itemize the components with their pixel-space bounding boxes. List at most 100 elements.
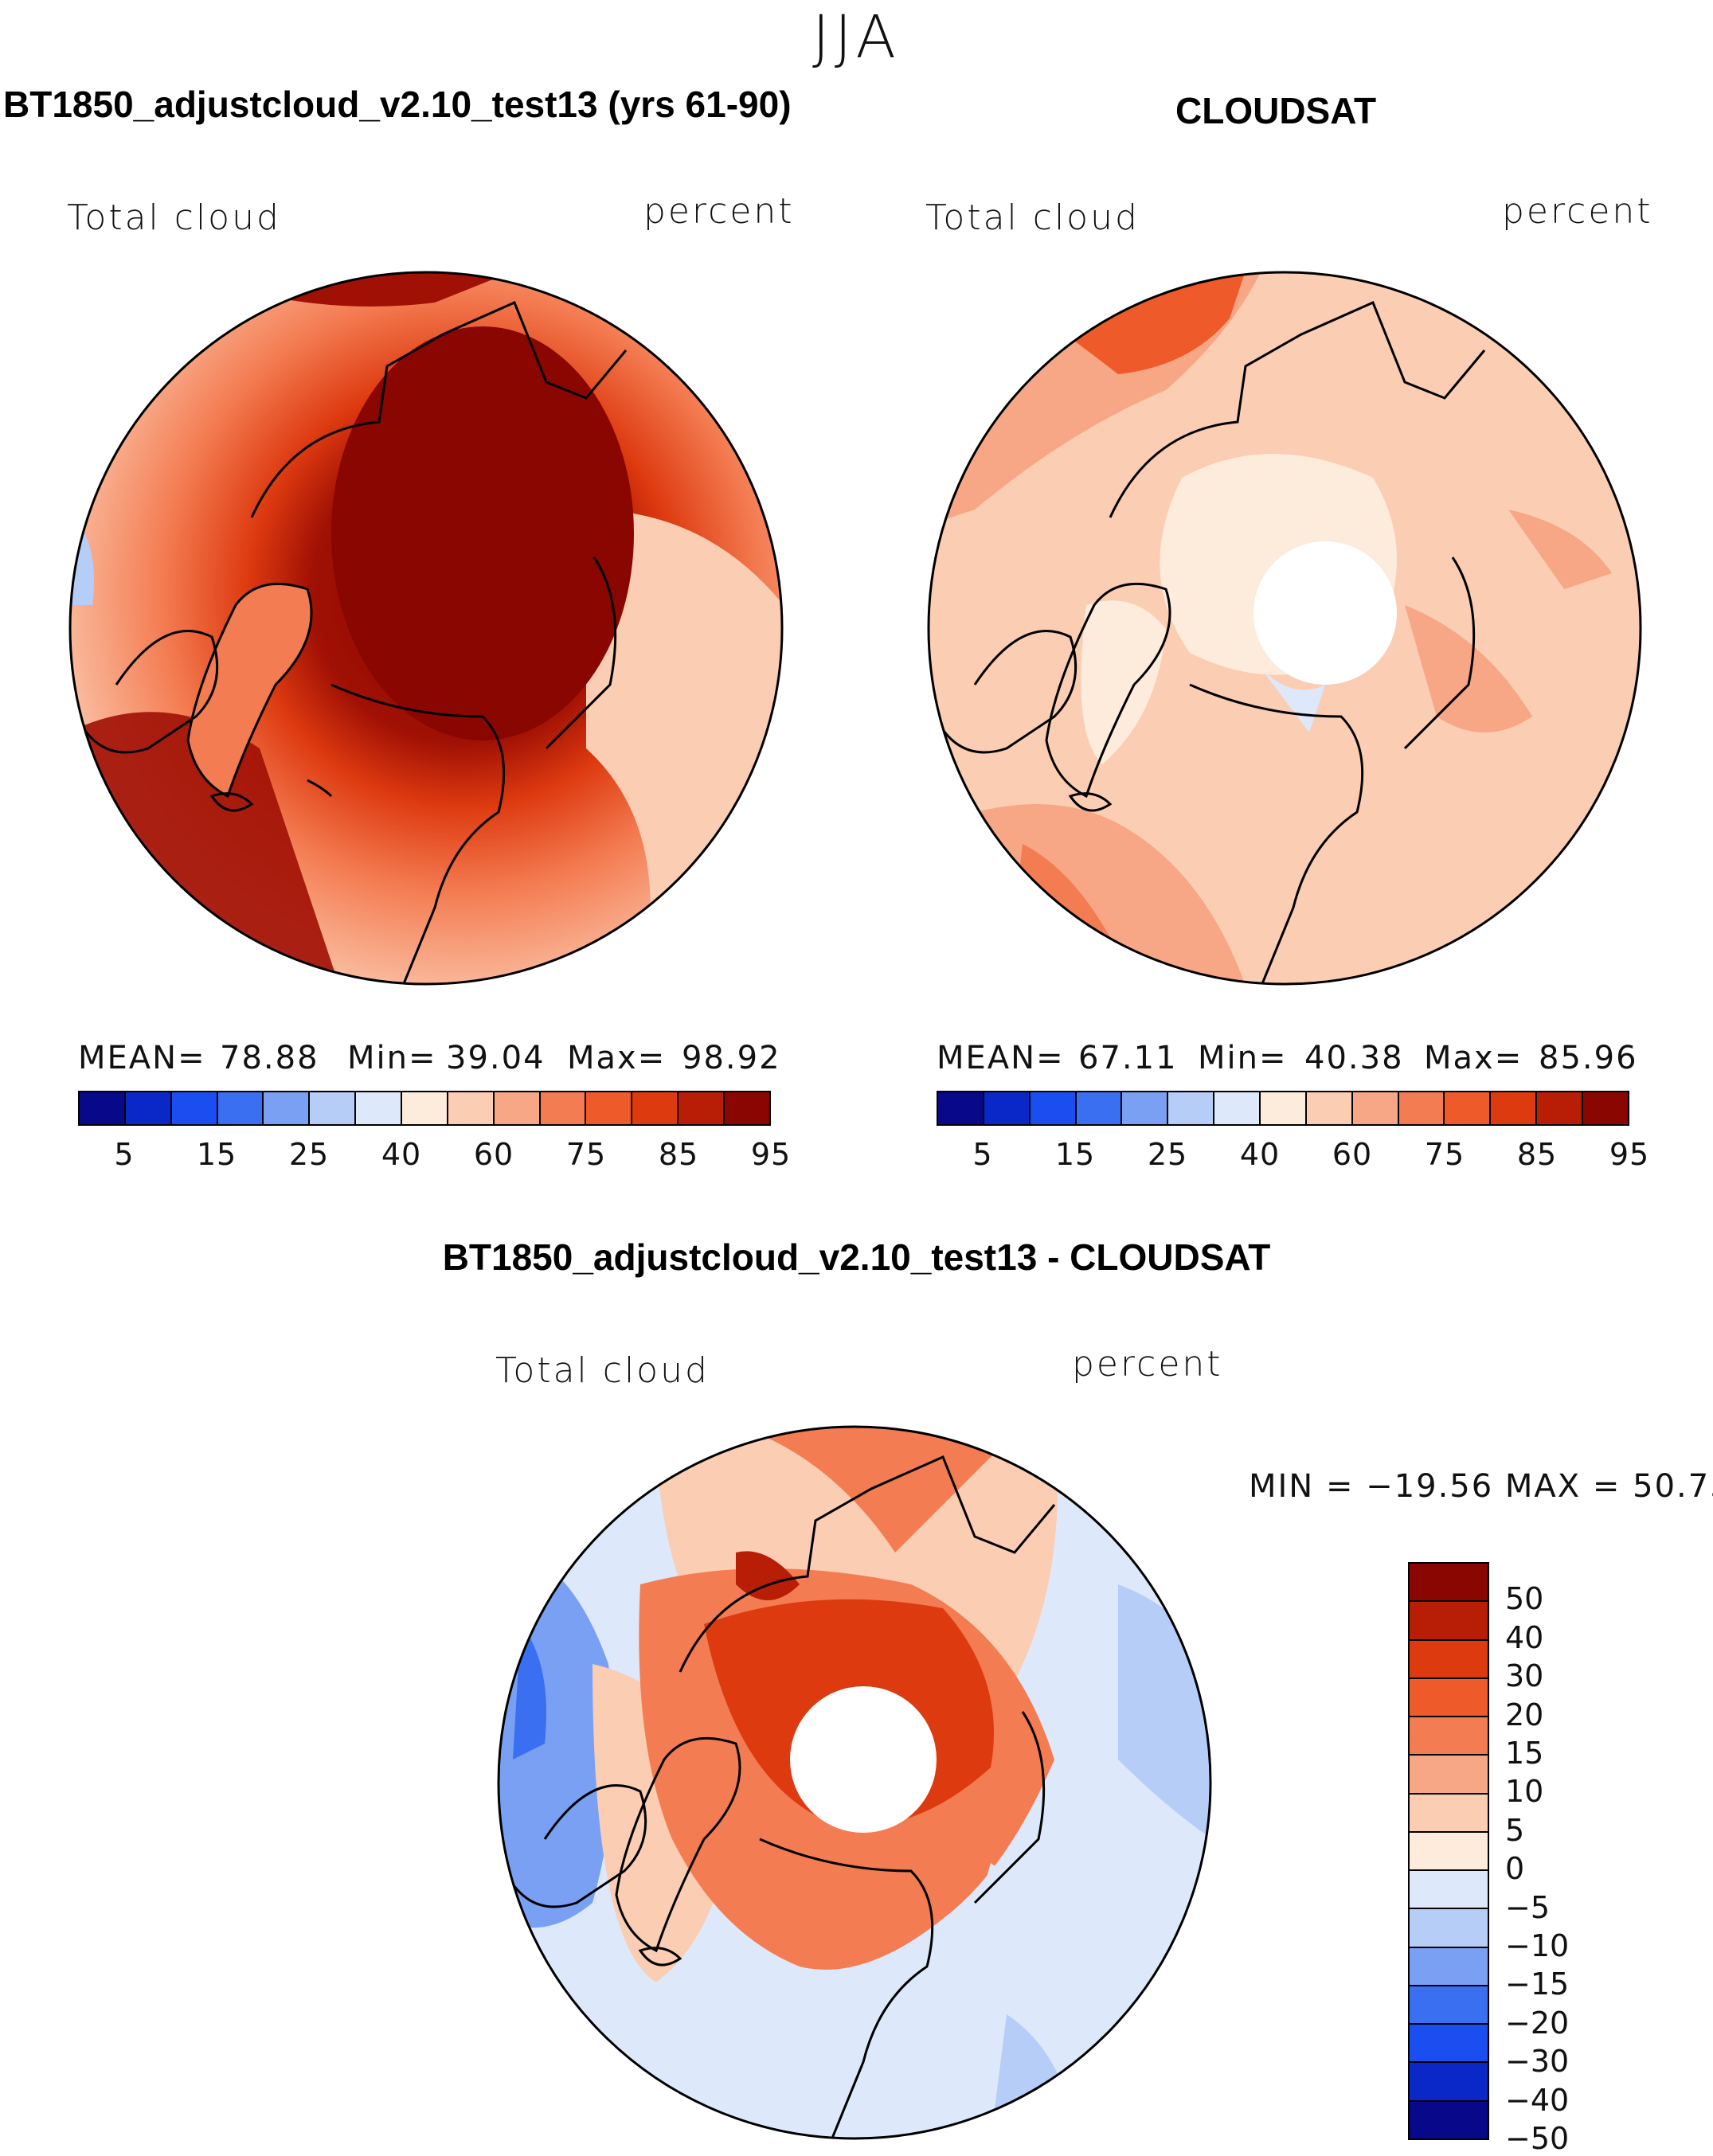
obs-panel-title: CLOUDSAT	[1175, 90, 1377, 131]
colorbar-swatch	[1168, 1092, 1215, 1124]
colorbar-swatch	[356, 1092, 403, 1124]
colorbar-swatch	[1445, 1092, 1492, 1124]
colorbar-tick-label: 85	[1516, 1137, 1558, 1172]
obs-variable-label: Total cloud	[925, 197, 1140, 238]
model-panel-title: BT1850_adjustcloud_v2.10_test13 (yrs 61-…	[3, 84, 792, 125]
colorbar-tick-label: 50	[1505, 1581, 1544, 1617]
diff-polar-map	[497, 1425, 1212, 2140]
colorbar-tick-label: 60	[1332, 1137, 1373, 1172]
colorbar-tick-label: 5	[1505, 1812, 1525, 1848]
obs-mean-value: 67.11	[1078, 1040, 1178, 1076]
colorbar-swatch	[679, 1092, 725, 1124]
colorbar-swatch	[1410, 1832, 1488, 1872]
model-max-value: 98.92	[682, 1040, 781, 1076]
colorbar-swatch	[1491, 1092, 1538, 1124]
colorbar-swatch	[1537, 1092, 1584, 1124]
colorbar-tick-label: 40	[381, 1137, 422, 1172]
colorbar-swatch	[1410, 1871, 1488, 1910]
colorbar-swatch	[402, 1092, 448, 1124]
colorbar-tick-label: 25	[288, 1137, 330, 1172]
colorbar-swatch	[1261, 1092, 1307, 1124]
obs-polar-map	[927, 271, 1642, 986]
colorbar-tick-label: 15	[1054, 1137, 1096, 1172]
model-units-label: percent	[643, 191, 795, 232]
colorbar-swatch	[938, 1092, 984, 1124]
colorbar-swatch	[984, 1092, 1031, 1124]
model-min-label: Min=	[347, 1040, 437, 1076]
colorbar-swatch	[80, 1092, 126, 1124]
model-polar-map	[68, 271, 784, 986]
colorbar-swatch	[1583, 1092, 1628, 1124]
colorbar-swatch	[1410, 2025, 1488, 2064]
colorbar-swatch	[125, 1092, 172, 1124]
colorbar-swatch	[448, 1092, 495, 1124]
model-mean-label: MEAN=	[78, 1040, 206, 1076]
colorbar-swatch	[1410, 1564, 1488, 1603]
colorbar-swatch	[632, 1092, 679, 1124]
colorbar-swatch	[1410, 1640, 1488, 1679]
colorbar-tick-label: 0	[1505, 1851, 1525, 1887]
obs-min-value: 40.38	[1304, 1040, 1404, 1076]
colorbar-tick-label: −10	[1505, 1928, 1570, 1963]
colorbar-tick-label: 10	[1505, 1774, 1544, 1810]
colorbar-tick-label: −5	[1505, 1889, 1551, 1925]
colorbar-swatch	[1410, 2063, 1488, 2102]
colorbar-swatch	[1352, 1092, 1399, 1124]
colorbar-tick-label: 20	[1505, 1697, 1544, 1732]
colorbar-swatch	[1410, 1678, 1488, 1718]
colorbar-swatch	[1214, 1092, 1261, 1124]
diff-panel-title: BT1850_adjustcloud_v2.10_test13 - CLOUDS…	[442, 1236, 1271, 1278]
colorbar-swatch	[310, 1092, 357, 1124]
diff-minmax: MIN = −19.56 MAX = 50.73	[1249, 1468, 1713, 1505]
colorbar-swatch	[1410, 1717, 1488, 1756]
colorbar-swatch	[264, 1092, 311, 1124]
model-mean-value: 78.88	[220, 1040, 319, 1076]
colorbar-swatch	[1410, 1986, 1488, 2025]
colorbar-tick-label: 95	[750, 1137, 792, 1172]
diff-colorbar	[1408, 1562, 1489, 2140]
colorbar-swatch	[1306, 1092, 1353, 1124]
colorbar-tick-label: −15	[1505, 1967, 1570, 2002]
colorbar-tick-label: 40	[1505, 1619, 1544, 1655]
colorbar-swatch	[171, 1092, 218, 1124]
colorbar-tick-label: 95	[1609, 1137, 1650, 1172]
colorbar-swatch	[1398, 1092, 1445, 1124]
colorbar-swatch	[1410, 1756, 1488, 1795]
diff-units-label: percent	[1072, 1344, 1223, 1385]
colorbar-tick-label: 75	[1424, 1137, 1465, 1172]
obs-mean-label: MEAN=	[937, 1040, 1065, 1076]
colorbar-swatch	[1076, 1092, 1123, 1124]
colorbar-tick-label: 40	[1239, 1137, 1281, 1172]
season-title: JJA	[812, 3, 901, 72]
colorbar-tick-label: 75	[565, 1137, 607, 1172]
model-min-value: 39.04	[446, 1040, 546, 1076]
colorbar-swatch	[1030, 1092, 1077, 1124]
colorbar-swatch	[725, 1092, 769, 1124]
colorbar-tick-label: 30	[1505, 1658, 1544, 1694]
model-max-label: Max=	[567, 1040, 667, 1076]
colorbar-tick-label: −40	[1505, 2082, 1570, 2118]
obs-max-value: 85.96	[1539, 1040, 1638, 1076]
colorbar-swatch	[1410, 2101, 1488, 2138]
colorbar-swatch	[1410, 1947, 1488, 1986]
colorbar-tick-label: 15	[1505, 1736, 1544, 1771]
model-variable-label: Total cloud	[67, 197, 281, 238]
colorbar-swatch	[1410, 1602, 1488, 1641]
obs-max-label: Max=	[1424, 1040, 1523, 1076]
colorbar-swatch	[1122, 1092, 1169, 1124]
colorbar-tick-label: 60	[473, 1137, 514, 1172]
colorbar-tick-label: 15	[196, 1137, 237, 1172]
colorbar-swatch	[586, 1092, 633, 1124]
colorbar-tick-label: 5	[972, 1137, 993, 1172]
colorbar-swatch	[540, 1092, 587, 1124]
obs-units-label: percent	[1502, 191, 1653, 232]
colorbar-swatch	[1410, 1909, 1488, 1948]
colorbar-tick-label: −50	[1505, 2121, 1570, 2156]
colorbar-swatch	[494, 1092, 541, 1124]
colorbar-tick-label: 85	[658, 1137, 699, 1172]
colorbar-swatch	[1410, 1794, 1488, 1833]
colorbar-tick-label: −20	[1505, 2005, 1570, 2041]
colorbar-tick-label: −30	[1505, 2044, 1570, 2080]
obs-colorbar	[937, 1091, 1629, 1126]
colorbar-tick-label: 5	[114, 1137, 135, 1172]
